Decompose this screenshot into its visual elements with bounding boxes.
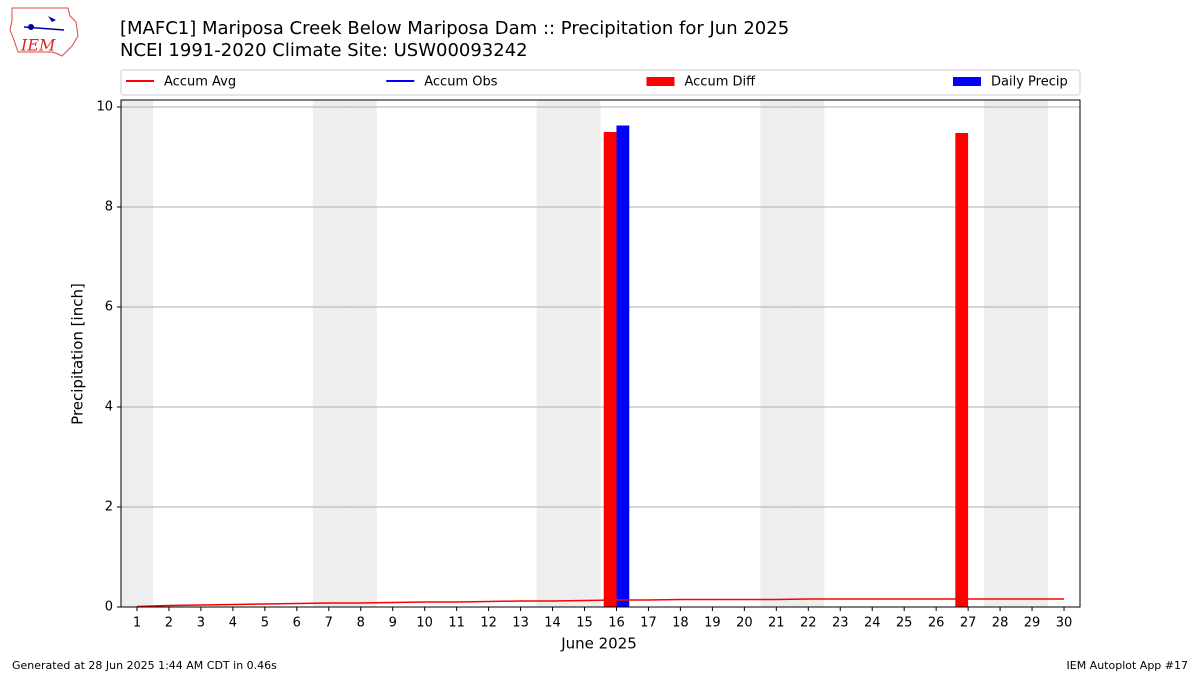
weekend-band (536, 100, 569, 607)
chart-subtitle: NCEI 1991-2020 Climate Site: USW00093242 (120, 40, 528, 61)
x-tick-label: 1 (133, 616, 141, 631)
y-tick-label: 4 (105, 400, 113, 415)
x-tick-label: 23 (832, 616, 849, 631)
bar (603, 132, 617, 607)
footer-left: Generated at 28 Jun 2025 1:44 AM CDT in … (12, 659, 277, 672)
bar (616, 125, 630, 607)
x-tick-label: 16 (608, 616, 625, 631)
x-tick-label: 18 (672, 616, 689, 631)
x-tick-label: 15 (576, 616, 593, 631)
y-tick-label: 8 (105, 200, 113, 215)
legend-label: Accum Avg (164, 75, 236, 90)
x-tick-label: 11 (448, 616, 465, 631)
legend-label: Accum Obs (424, 75, 497, 90)
legend-swatch (953, 77, 981, 86)
x-tick-label: 4 (229, 616, 237, 631)
chart-title: [MAFC1] Mariposa Creek Below Mariposa Da… (120, 18, 789, 39)
weekend-band (792, 100, 825, 607)
x-axis-label: June 2025 (560, 635, 637, 653)
legend-swatch (646, 77, 675, 86)
line (136, 598, 1065, 608)
x-tick-label: 20 (736, 616, 753, 631)
x-tick-label: 22 (800, 616, 817, 631)
x-tick-label: 29 (1024, 616, 1041, 631)
weekend-band (1016, 100, 1049, 607)
legend-label: Accum Diff (685, 75, 757, 90)
x-tick-label: 5 (261, 616, 269, 631)
y-tick-label: 10 (96, 100, 113, 115)
x-tick-label: 17 (640, 616, 657, 631)
weekend-band (121, 100, 153, 607)
x-tick-label: 12 (480, 616, 497, 631)
x-tick-label: 6 (293, 616, 301, 631)
weekend-band (760, 100, 793, 607)
x-tick-label: 21 (768, 616, 785, 631)
x-tick-label: 28 (992, 616, 1009, 631)
x-tick-label: 9 (389, 616, 397, 631)
x-tick-label: 7 (325, 616, 333, 631)
bar (955, 133, 969, 607)
legend-label: Daily Precip (991, 75, 1068, 90)
y-axis-label: Precipitation [inch] (69, 283, 87, 425)
x-tick-label: 24 (864, 616, 881, 631)
y-tick-label: 0 (105, 600, 113, 615)
x-tick-label: 14 (544, 616, 561, 631)
x-tick-label: 10 (416, 616, 433, 631)
weekend-band (568, 100, 601, 607)
weekend-band (312, 100, 345, 607)
x-tick-label: 19 (704, 616, 721, 631)
y-tick-label: 6 (105, 300, 113, 315)
y-tick-label: 2 (105, 500, 113, 515)
x-tick-label: 2 (165, 616, 173, 631)
x-tick-label: 8 (357, 616, 365, 631)
footer-right: IEM Autoplot App #17 (1067, 659, 1189, 672)
logo-text: IEM (20, 36, 56, 55)
legend-box (120, 69, 1081, 96)
x-tick-label: 3 (197, 616, 205, 631)
x-tick-label: 26 (928, 616, 945, 631)
x-tick-label: 13 (512, 616, 529, 631)
x-tick-label: 30 (1056, 616, 1073, 631)
plot-frame (120, 99, 1081, 608)
logo: IEM (9, 7, 79, 57)
weekend-band (344, 100, 377, 607)
x-tick-label: 25 (896, 616, 913, 631)
weekend-band (984, 100, 1017, 607)
x-tick-label: 27 (960, 616, 977, 631)
